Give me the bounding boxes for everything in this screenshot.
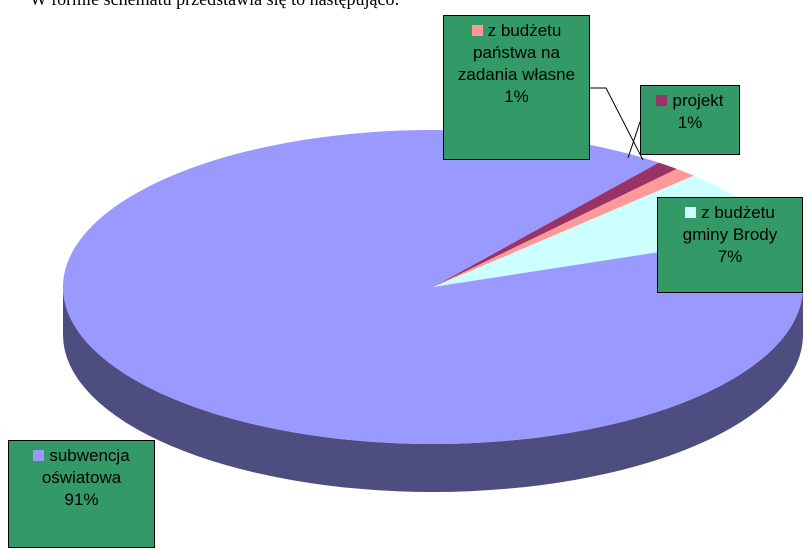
intro-text: W formie schematu przedstawia się to nas… [30,0,400,10]
slice-side [63,287,803,492]
slice [433,162,677,287]
leader-line [627,121,641,159]
label-box: projekt 1% [640,85,740,155]
label-box: z budżetu gminy Brody 7% [657,197,803,293]
category-label: z budżetu gminy Brody [682,203,778,244]
legend-swatch [685,207,697,218]
label-box: z budżetu państwa na zadania własne 1% [443,15,590,160]
category-label: subwencja oświatowa [41,446,130,487]
value-label: 7% [717,247,743,266]
slice [62,129,803,445]
label-box: subwencja oświatowa 91% [8,440,155,548]
leader-line [590,87,644,161]
category-label: projekt [672,91,724,110]
legend-swatch [656,95,668,106]
value-label: 91% [64,490,99,509]
value-label: 1% [677,113,703,132]
slice [433,168,694,287]
legend-swatch [33,450,45,461]
category-label: z budżetu państwa na zadania własne [457,21,576,84]
legend-swatch [471,25,483,36]
value-label: 1% [504,87,529,106]
